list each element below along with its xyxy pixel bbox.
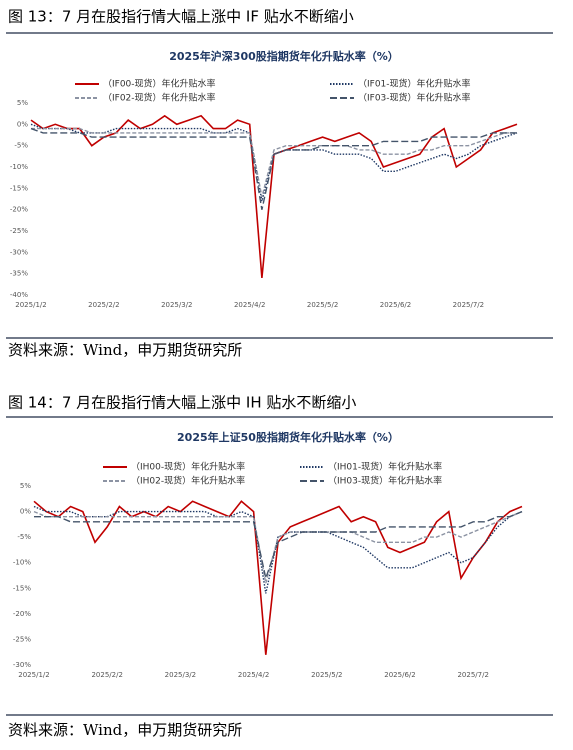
legend-label: （IH03-现货）年化升贴水率 [328, 475, 442, 487]
chart-title: 2025年上证50股指期货年化升贴水率（%） [177, 430, 399, 444]
x-tick-label: 2025/3/2 [165, 671, 196, 679]
x-tick-label: 2025/4/2 [238, 671, 269, 679]
legend-label: （IF02-现货）年化升贴水率 [103, 92, 216, 104]
x-tick-label: 2025/5/2 [307, 301, 338, 309]
y-tick-label: -15% [13, 584, 31, 592]
legend-label: （IH01-现货）年化升贴水率 [328, 461, 442, 473]
x-tick-label: 2025/1/2 [18, 671, 49, 679]
x-tick-label: 2025/7/2 [457, 671, 488, 679]
x-tick-label: 2025/4/2 [234, 301, 265, 309]
y-tick-label: -25% [10, 227, 28, 235]
figure-source: 资料来源：Wind，申万期货研究所 [8, 721, 242, 739]
y-tick-label: 0% [17, 120, 28, 128]
y-tick-label: -10% [10, 163, 28, 171]
y-tick-label: 5% [17, 99, 28, 107]
y-tick-label: -5% [17, 533, 31, 541]
legend-label: （IF00-现货）年化升贴水率 [103, 78, 216, 90]
y-tick-label: -10% [13, 559, 31, 567]
x-tick-label: 2025/1/2 [15, 301, 46, 309]
series-line [31, 127, 517, 198]
y-tick-label: -20% [10, 206, 28, 214]
x-tick-label: 2025/7/2 [453, 301, 484, 309]
x-tick-label: 2025/2/2 [91, 671, 122, 679]
series-line [33, 505, 523, 594]
y-tick-label: -20% [13, 610, 31, 618]
series-line [33, 500, 523, 655]
legend-label: （IH02-现货）年化升贴水率 [131, 475, 245, 487]
legend-label: （IF01-现货）年化升贴水率 [358, 78, 471, 90]
legend-label: （IH00-现货）年化升贴水率 [131, 461, 245, 473]
x-tick-label: 2025/6/2 [384, 671, 415, 679]
y-tick-label: -15% [10, 184, 28, 192]
y-tick-label: -5% [14, 142, 28, 150]
y-tick-label: -35% [10, 270, 28, 278]
legend-label: （IF03-现货）年化升贴水率 [358, 92, 471, 104]
chart-title: 2025年沪深300股指期货年化升贴水率（%） [169, 49, 399, 63]
y-tick-label: -25% [13, 635, 31, 643]
figure-source: 资料来源：Wind，申万期货研究所 [8, 341, 242, 359]
series-line [30, 127, 517, 210]
figure-caption: 图 14：7 月在股指行情大幅上涨中 IH 贴水不断缩小 [8, 394, 356, 412]
figure-caption: 图 13：7 月在股指行情大幅上涨中 IF 贴水不断缩小 [8, 8, 354, 26]
x-tick-label: 2025/6/2 [380, 301, 411, 309]
x-tick-label: 2025/2/2 [88, 301, 119, 309]
series-line [30, 123, 518, 202]
y-tick-label: -30% [13, 661, 31, 669]
x-tick-label: 2025/5/2 [311, 671, 342, 679]
y-tick-label: 0% [20, 508, 31, 516]
series-line [34, 510, 523, 581]
y-tick-label: -30% [10, 248, 28, 256]
x-tick-label: 2025/3/2 [161, 301, 192, 309]
y-tick-label: -40% [10, 291, 28, 299]
y-tick-label: 5% [20, 482, 31, 490]
series-line [30, 114, 518, 278]
